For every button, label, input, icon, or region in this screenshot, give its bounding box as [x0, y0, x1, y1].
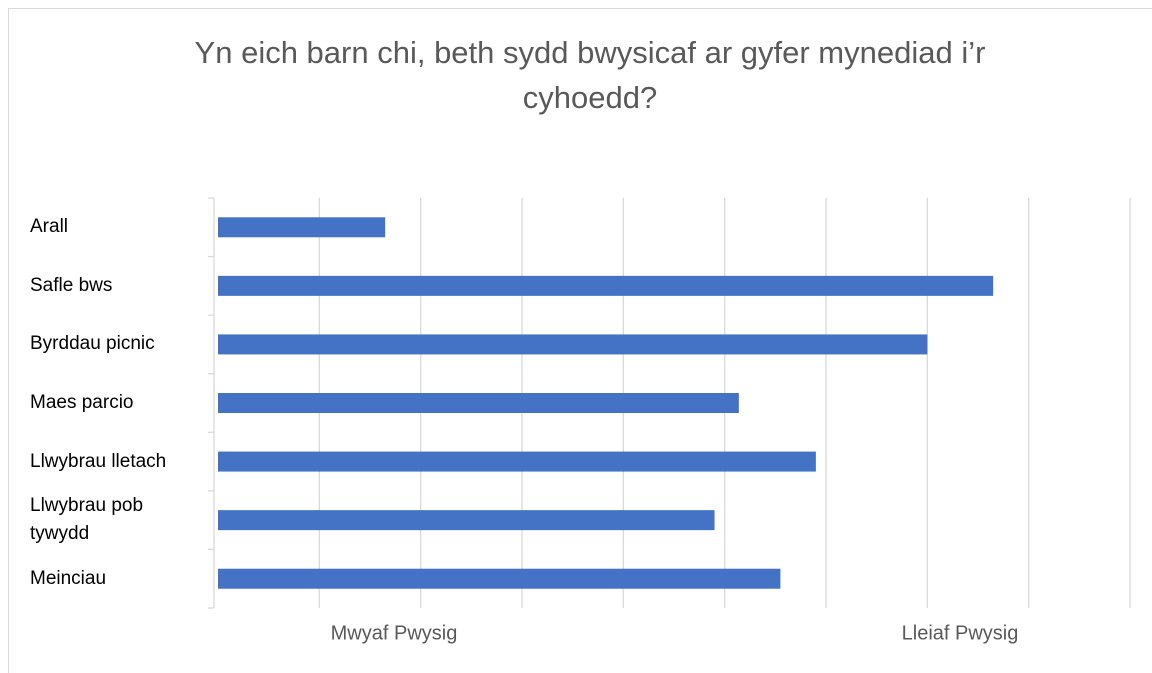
y-tick-label: Llwybrau pob tywydd [30, 495, 144, 545]
x-axis-label: Mwyaf Pwysig [331, 622, 458, 644]
category-box: Safle bws [30, 256, 210, 316]
bar [218, 510, 715, 531]
bar [218, 275, 994, 296]
y-tick-label: Maes parcio [30, 392, 134, 413]
category-wrap: Llwybrau pob tywydd [30, 490, 210, 550]
category-wrap: Arall [30, 197, 210, 257]
y-tick-label: Byrddau picnic [30, 333, 155, 355]
bar [218, 393, 739, 413]
bar [218, 451, 816, 472]
x-axis-label: Lleiaf Pwysig [902, 622, 1019, 644]
category-box: Maes parcio [30, 373, 210, 433]
category-wrap: Byrddau picnic [30, 314, 210, 374]
bar [218, 334, 928, 355]
bar [218, 568, 781, 589]
category-box: Arall [30, 197, 210, 257]
category-box: Meinciau [30, 549, 210, 609]
category-wrap: Meinciau [30, 549, 210, 609]
category-box: Llwybrau pob tywydd [30, 490, 210, 550]
y-tick-label: Meinciau [30, 567, 107, 589]
bar [218, 217, 386, 238]
title-box: Yn eich barn chi, beth sydd bwysicaf ar … [194, 35, 986, 115]
category-box: Byrddau picnic [30, 314, 210, 374]
y-tick-label: Llwybrau lletach [30, 450, 167, 472]
chart-title: Yn eich barn chi, beth sydd bwysicaf ar … [194, 35, 986, 115]
y-tick-label: Arall [30, 216, 69, 238]
y-tick-label: Safle bws [30, 274, 113, 296]
category-wrap: Llwybrau lletach [30, 432, 210, 492]
category-wrap: Safle bws [30, 256, 210, 316]
category-box: Llwybrau lletach [30, 432, 210, 492]
category-wrap: Maes parcio [30, 373, 210, 433]
